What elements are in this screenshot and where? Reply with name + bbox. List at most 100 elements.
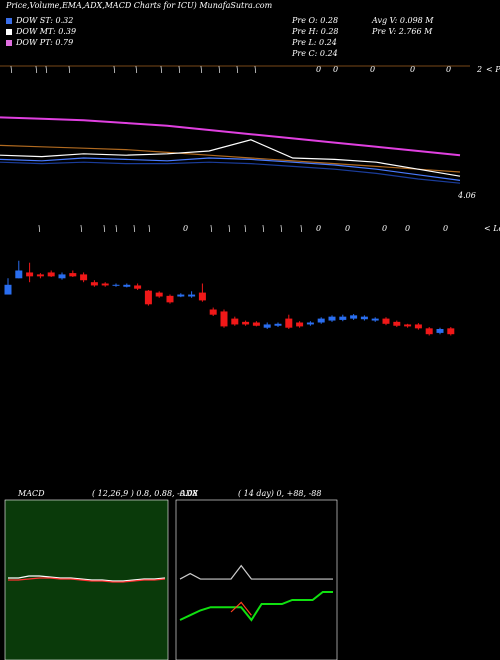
lower-marker: \ (38, 224, 41, 233)
candle-body (101, 283, 109, 286)
adx-line (230, 601, 252, 616)
stat-label: Pre V: 2.766 M (371, 27, 433, 36)
top-marker: 0 (333, 65, 338, 74)
candle-body (404, 324, 412, 327)
top-marker: \ (35, 65, 38, 74)
candle-body (360, 316, 368, 320)
stat-label: Pre L: 0.24 (291, 38, 337, 47)
top-marker: \ (113, 65, 116, 74)
ema-line (0, 157, 461, 181)
candle-body (447, 328, 455, 335)
adx-line (179, 564, 333, 580)
legend-swatch (6, 40, 12, 46)
lower-marker: 0 (382, 224, 387, 233)
candle-body (242, 321, 250, 325)
top-marker: \ (178, 65, 181, 74)
stat-label: Avg V: 0.098 M (371, 16, 434, 25)
adx-title: ADX (179, 489, 198, 498)
top-marker: \ (200, 65, 203, 74)
lower-marker: < Lower (484, 224, 500, 233)
candle-body (36, 274, 44, 277)
candle-body (209, 309, 217, 315)
price-label: 4.06 (457, 191, 476, 200)
candle-body (177, 294, 185, 297)
candle-body (220, 311, 228, 327)
top-marker: \ (10, 65, 13, 74)
top-marker: 0 (410, 65, 415, 74)
legend-label: DOW MT: 0.39 (15, 27, 76, 36)
lower-marker: \ (244, 224, 247, 233)
ema-line (0, 144, 461, 173)
candle-body (198, 292, 206, 301)
top-marker: 2 (476, 65, 482, 74)
top-marker: \ (160, 65, 163, 74)
candle-body (144, 290, 152, 305)
lower-marker: \ (148, 224, 151, 233)
candle-body (350, 315, 358, 319)
top-marker: 0 (316, 65, 321, 74)
lower-marker: \ (262, 224, 265, 233)
candle-body (263, 324, 271, 328)
top-marker: \ (68, 65, 71, 74)
top-marker: \ (254, 65, 257, 74)
adx-panel (175, 499, 338, 660)
lower-marker: 0 (443, 224, 448, 233)
lower-marker: 0 (183, 224, 188, 233)
lower-marker: 0 (345, 224, 350, 233)
candle-body (328, 316, 336, 321)
candle-body (47, 272, 55, 277)
macd-line (8, 577, 166, 583)
lower-marker: \ (210, 224, 213, 233)
lower-marker: 0 (405, 224, 410, 233)
macd-title: MACD (17, 489, 45, 498)
candle-body (26, 272, 34, 277)
adx-params: ( 14 day) 0, +88, -88 (238, 489, 322, 498)
stat-label: Pre O: 0.28 (291, 16, 338, 25)
candle-body (123, 284, 131, 287)
top-marker: 0 (370, 65, 375, 74)
legend-swatch (6, 18, 12, 24)
ema-line (0, 116, 461, 157)
candle-body (112, 284, 120, 286)
candle-body (436, 329, 444, 333)
candle-body (90, 282, 98, 286)
lower-marker: \ (280, 224, 283, 233)
candle-body (80, 274, 88, 281)
candle-body (58, 274, 66, 279)
candle-body (15, 270, 23, 279)
candle-body (425, 328, 433, 335)
candle-body (317, 318, 325, 323)
lower-marker: \ (115, 224, 118, 233)
chart-title: Price,Volume,EMA,ADX,MACD Charts for ICU… (5, 1, 273, 10)
lower-marker: 0 (316, 224, 321, 233)
lower-marker: \ (228, 224, 231, 233)
stat-label: Pre H: 0.28 (291, 27, 339, 36)
candle-body (274, 323, 282, 326)
candle-body (382, 318, 390, 324)
legend-label: DOW ST: 0.32 (15, 16, 73, 25)
lower-marker: \ (80, 224, 83, 233)
candle-body (296, 322, 304, 327)
candle-body (414, 324, 422, 329)
lower-marker: \ (103, 224, 106, 233)
legend-label: DOW PT: 0.79 (15, 38, 73, 47)
top-marker: \ (236, 65, 239, 74)
top-marker: \ (45, 65, 48, 74)
lower-marker: \ (133, 224, 136, 233)
adx-line (179, 591, 333, 622)
macd-line (8, 575, 166, 582)
candle-body (371, 318, 379, 321)
lower-marker: \ (300, 224, 303, 233)
candle-body (166, 295, 174, 303)
top-marker: < Pope (486, 65, 500, 74)
macd-params: ( 12,26,9 ) 0.8, 0.88, -0.08 (92, 489, 198, 498)
candle-body (393, 321, 401, 326)
candle-body (339, 316, 347, 320)
candle-body (188, 294, 196, 297)
ema-line (0, 139, 461, 177)
candle-body (69, 273, 77, 277)
top-marker: \ (218, 65, 221, 74)
candle-body (134, 285, 142, 289)
candle-body (231, 318, 239, 325)
